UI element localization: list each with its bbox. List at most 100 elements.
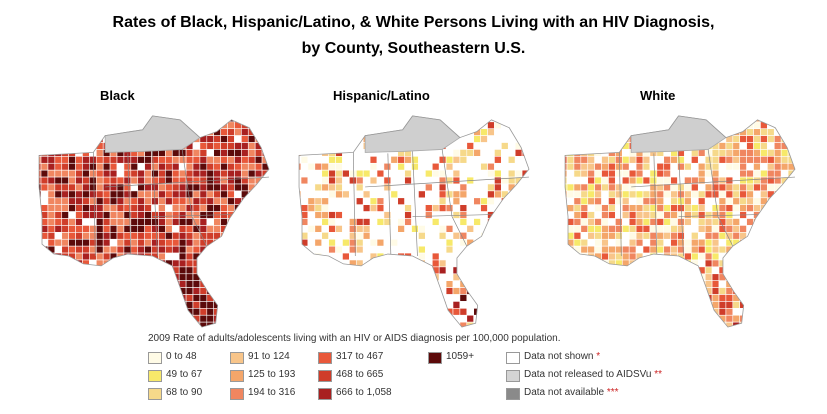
- county-cell: [307, 211, 316, 219]
- county-cell: [321, 238, 329, 247]
- county-cell: [480, 197, 488, 206]
- county-cell: [594, 238, 602, 247]
- legend-status-label: Data not released to AIDSVu **: [524, 369, 663, 380]
- county-cell: [514, 149, 523, 157]
- county-cell: [507, 115, 516, 123]
- county-cell: [185, 238, 194, 247]
- county-cell: [684, 183, 692, 192]
- county-cell: [144, 321, 152, 328]
- county-cell: [528, 259, 529, 268]
- county-cell: [787, 280, 795, 288]
- county-cell: [61, 321, 69, 328]
- county-cell: [178, 218, 187, 226]
- county-cell: [355, 252, 364, 261]
- county-cell: [767, 329, 774, 333]
- county-cell: [663, 266, 671, 275]
- county-cell: [328, 190, 336, 199]
- county-cell: [773, 252, 782, 261]
- county-cell: [82, 301, 90, 309]
- county-cell: [228, 108, 235, 115]
- county-cell: [199, 156, 208, 164]
- county-cell: [241, 301, 249, 309]
- county-cell: [261, 238, 269, 247]
- county-cell: [649, 301, 658, 309]
- county-cell: [268, 135, 269, 143]
- county-cell: [739, 149, 747, 157]
- county-cell: [466, 218, 475, 226]
- county-cell: [473, 149, 481, 157]
- county-cell: [473, 280, 481, 288]
- county-cell: [61, 135, 69, 143]
- county-cell: [62, 108, 69, 115]
- county-cell: [241, 225, 249, 233]
- county-cell: [397, 121, 405, 130]
- county-cell: [321, 156, 329, 164]
- county-cell: [459, 252, 468, 261]
- county-cell: [165, 314, 173, 323]
- county-cell: [61, 128, 69, 136]
- county-cell: [621, 225, 630, 233]
- county-cell: [466, 135, 475, 143]
- county-cell: [663, 238, 671, 247]
- county-cell: [40, 121, 49, 130]
- county-cell: [425, 252, 433, 261]
- county-cell: [608, 280, 616, 288]
- county-cell: [670, 301, 678, 309]
- county-cell: [199, 294, 208, 302]
- county-cell: [383, 308, 392, 316]
- county-cell: [473, 183, 481, 192]
- county-cell: [213, 156, 221, 164]
- county-cell: [390, 169, 399, 178]
- county-cell: [261, 314, 269, 323]
- county-cell: [732, 301, 741, 309]
- county-cell: [725, 218, 734, 226]
- county-cell: [171, 321, 180, 328]
- county-cell: [565, 321, 568, 328]
- county-cell: [109, 121, 118, 130]
- county-cell: [328, 218, 336, 226]
- county-cell: [54, 238, 63, 247]
- county-cell: [254, 204, 263, 212]
- county-cell: [390, 308, 399, 316]
- county-cell: [397, 259, 405, 268]
- county-cell: [615, 218, 623, 226]
- county-cell: [213, 121, 221, 130]
- county-cell: [608, 308, 616, 316]
- county-cell: [438, 314, 447, 323]
- county-cell: [116, 308, 125, 316]
- county-cell: [349, 156, 357, 164]
- county-cell: [158, 211, 166, 219]
- county-cell: [732, 149, 741, 157]
- legend-swatch: [318, 388, 332, 400]
- county-cell: [165, 232, 173, 240]
- county-cell: [753, 135, 761, 143]
- county-cell: [383, 190, 392, 199]
- county-cell: [261, 280, 269, 288]
- county-cell: [718, 204, 727, 212]
- county-cell: [621, 135, 630, 143]
- county-cell: [314, 245, 323, 254]
- county-cell: [670, 308, 678, 316]
- county-cell: [711, 273, 720, 281]
- county-cell: [649, 162, 658, 171]
- county-cell: [369, 245, 378, 254]
- county-cell: [594, 128, 602, 136]
- county-cell: [635, 211, 644, 219]
- county-cell: [656, 273, 665, 281]
- county-cell: [89, 218, 97, 226]
- county-cell: [794, 294, 795, 302]
- county-cell: [144, 273, 152, 281]
- county-cell: [711, 294, 720, 302]
- county-cell: [307, 162, 316, 171]
- county-cell: [355, 301, 364, 309]
- county-cell: [656, 225, 665, 233]
- county-cell: [178, 190, 187, 199]
- county-cell: [109, 245, 118, 254]
- county-cell: [507, 149, 516, 157]
- county-cell: [621, 301, 630, 309]
- county-cell: [773, 204, 782, 212]
- county-cell: [192, 301, 201, 309]
- county-cell: [656, 211, 665, 219]
- county-cell: [362, 211, 371, 219]
- county-cell: [480, 128, 488, 136]
